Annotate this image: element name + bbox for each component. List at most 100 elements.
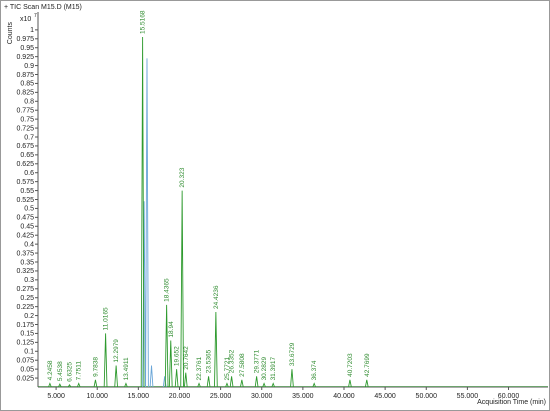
- peak: [48, 382, 52, 388]
- peak: [149, 365, 154, 388]
- peak-label: 40.7203: [347, 353, 354, 377]
- peak-label: 36.374: [311, 360, 318, 380]
- peak-label: 19.652: [174, 346, 181, 366]
- peak-label: 33.6729: [289, 342, 296, 366]
- peak-label: 23.5365: [206, 349, 213, 373]
- peak: [58, 383, 62, 388]
- peak-label: 31.3917: [270, 357, 277, 381]
- y-tick-label: 0.875: [16, 72, 34, 79]
- peak-label: 26.3352: [229, 349, 236, 373]
- x-tick-label: 55.000: [457, 393, 479, 400]
- y-tick-label: 0.675: [16, 143, 34, 150]
- y-tick-label: 0.225: [16, 304, 34, 311]
- x-tick-label: 40.000: [333, 393, 355, 400]
- peak: [206, 376, 211, 388]
- y-tick-label: 0.1: [24, 349, 34, 356]
- peak: [103, 333, 108, 388]
- y-tick-label: 0.925: [16, 54, 34, 61]
- x-axis-label: Acquisition Time (min): [477, 399, 546, 406]
- peak: [168, 340, 173, 388]
- x-tick-label: 50.000: [416, 393, 438, 400]
- peak: [93, 379, 98, 388]
- peak-label: 18.94: [168, 321, 175, 338]
- y-tick-label: 0.2: [24, 313, 34, 320]
- y-scale-exponent: 7: [34, 13, 37, 19]
- peak: [225, 382, 229, 388]
- y-scale-label: x10: [20, 16, 31, 23]
- y-tick-label: 0.825: [16, 90, 34, 97]
- peak-label: 20.323: [179, 167, 186, 187]
- y-tick-label: 0.625: [16, 161, 34, 168]
- y-tick-label: 0.4: [24, 241, 34, 248]
- chart-title: + TIC Scan M15.D (M15): [4, 4, 82, 11]
- y-tick-label: 0.125: [16, 340, 34, 347]
- peak: [76, 382, 81, 388]
- peak: [229, 376, 234, 388]
- peak: [254, 376, 259, 388]
- y-tick-label: 0.775: [16, 108, 34, 115]
- peak: [348, 379, 352, 388]
- peak-label: 5.4538: [57, 361, 64, 381]
- x-tick-label: 15.000: [128, 393, 150, 400]
- y-tick-label: 0.7: [24, 134, 34, 141]
- y-tick-label: 0.525: [16, 197, 34, 204]
- peak: [197, 382, 201, 388]
- x-tick-label: 20.000: [169, 393, 191, 400]
- peak-label: 11.0165: [103, 307, 110, 330]
- y-tick-label: 0.175: [16, 322, 34, 329]
- peak: [214, 311, 218, 388]
- peak-label: 25.7721: [224, 357, 231, 381]
- x-tick-label: 5.000: [47, 393, 65, 400]
- y-tick-label: 0.475: [16, 215, 34, 222]
- peak-label: 6.6325: [67, 362, 74, 382]
- peak: [174, 369, 179, 388]
- peak: [164, 304, 169, 388]
- y-tick-label: 0.6: [24, 170, 34, 177]
- peak: [145, 58, 149, 388]
- peak: [183, 372, 188, 388]
- peak-label: 15.5168: [140, 10, 147, 34]
- peak: [67, 384, 72, 388]
- y-tick-label: 0.45: [20, 224, 34, 231]
- y-tick-label: 0.9: [24, 63, 34, 70]
- x-tick-label: 45.000: [374, 393, 396, 400]
- y-tick-label: 0.15: [20, 331, 34, 338]
- y-tick-label: 0.3: [24, 277, 34, 284]
- peak: [290, 369, 294, 388]
- peak-label: 24.4236: [213, 285, 220, 309]
- peak-label: 30.2829: [261, 357, 268, 381]
- x-tick-label: 60.000: [498, 393, 520, 400]
- peak-label: 18.4365: [164, 278, 171, 302]
- y-tick-label: 0.975: [16, 36, 34, 43]
- y-tick-label: 0.25: [20, 295, 34, 302]
- peak-label: 27.5808: [239, 353, 246, 377]
- y-axis-label: Counts: [7, 22, 14, 45]
- y-tick-label: 0.275: [16, 286, 34, 293]
- peak-label: 9.7838: [92, 357, 99, 377]
- x-tick-label: 35.000: [292, 393, 314, 400]
- y-tick-label: 0.55: [20, 188, 34, 195]
- peak-label: 4.2458: [47, 360, 54, 380]
- y-tick-label: 0.05: [20, 366, 34, 373]
- peak: [142, 201, 146, 388]
- peak: [364, 379, 369, 388]
- y-tick-label: 0.425: [16, 233, 34, 240]
- peak: [312, 382, 316, 388]
- peak: [180, 190, 184, 388]
- y-tick-label: 0.5: [24, 206, 34, 213]
- x-tick-label: 10.000: [87, 393, 109, 400]
- y-tick-label: 0.65: [20, 152, 34, 159]
- peak: [262, 382, 266, 388]
- peak: [271, 382, 276, 388]
- peak-label: 20.7642: [183, 346, 190, 370]
- y-tick-label: 0.85: [20, 81, 34, 88]
- peak-label: 13.4911: [123, 357, 130, 380]
- y-tick-label: 0.8: [24, 99, 34, 106]
- y-tick-label: 0.75: [20, 116, 34, 123]
- y-tick-label: 0.325: [16, 268, 34, 275]
- y-tick-label: 0.025: [16, 375, 34, 382]
- peak: [124, 382, 128, 388]
- peak-label: 22.3761: [196, 357, 203, 381]
